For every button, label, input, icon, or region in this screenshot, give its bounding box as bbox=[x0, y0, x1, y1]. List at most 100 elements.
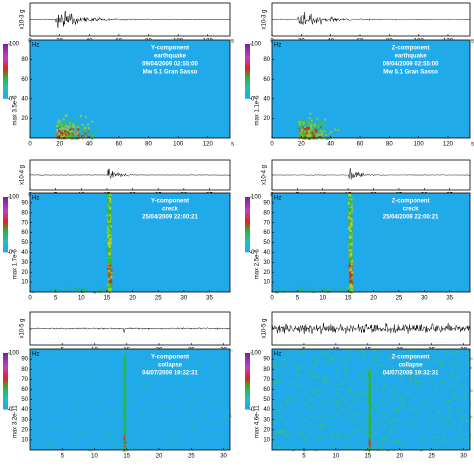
energy-cell bbox=[92, 364, 96, 367]
energy-cell bbox=[348, 276, 351, 279]
y-tick-label: 80 bbox=[263, 367, 270, 373]
energy-cell bbox=[350, 276, 353, 279]
energy-cell bbox=[458, 435, 462, 438]
energy-cell bbox=[213, 361, 217, 364]
energy-cell bbox=[368, 379, 371, 382]
energy-cell bbox=[408, 374, 412, 377]
energy-cell bbox=[124, 397, 126, 400]
energy-cell bbox=[109, 262, 112, 265]
energy-cell bbox=[77, 126, 80, 129]
waveform bbox=[30, 168, 231, 180]
energy-cell bbox=[368, 397, 370, 400]
energy-cell bbox=[109, 238, 112, 241]
energy-cell bbox=[337, 377, 341, 380]
y-tick-label: 70 bbox=[21, 220, 28, 226]
energy-cell bbox=[388, 421, 392, 424]
energy-cell bbox=[108, 222, 111, 225]
y-tick-label: 40 bbox=[21, 250, 28, 256]
energy-cell bbox=[373, 432, 377, 435]
energy-cell bbox=[62, 118, 65, 121]
y-unit: Hz bbox=[274, 352, 281, 358]
energy-cell bbox=[215, 433, 219, 436]
colorbar-tick-label: 100 bbox=[9, 195, 20, 201]
energy-cell bbox=[162, 420, 166, 423]
energy-cell bbox=[330, 130, 333, 133]
energy-cell bbox=[284, 363, 288, 366]
energy-cell bbox=[199, 365, 203, 368]
energy-cell bbox=[345, 447, 349, 450]
energy-cell bbox=[458, 423, 462, 426]
energy-cell bbox=[99, 378, 103, 381]
energy-cell bbox=[319, 121, 322, 124]
energy-cell bbox=[309, 124, 312, 127]
energy-cell bbox=[216, 399, 220, 402]
energy-cell bbox=[97, 402, 101, 405]
x-tick-label: 0 bbox=[28, 142, 32, 148]
energy-cell bbox=[307, 133, 310, 136]
max-label: max 1.7e-6 bbox=[13, 249, 19, 280]
energy-cell bbox=[351, 281, 354, 284]
energy-cell bbox=[123, 396, 125, 399]
energy-cell bbox=[329, 399, 333, 402]
energy-cell bbox=[41, 355, 45, 358]
energy-cell bbox=[81, 431, 85, 434]
energy-cell bbox=[170, 387, 174, 390]
energy-cell bbox=[325, 133, 328, 136]
energy-cell bbox=[123, 417, 126, 420]
energy-cell bbox=[73, 288, 77, 290]
energy-cell bbox=[350, 206, 353, 209]
energy-cell bbox=[46, 441, 50, 444]
energy-cell bbox=[107, 289, 110, 292]
energy-cell bbox=[459, 417, 463, 420]
energy-cell bbox=[427, 420, 431, 423]
energy-cell bbox=[109, 210, 112, 213]
energy-cell bbox=[310, 375, 314, 378]
energy-cell bbox=[305, 288, 309, 291]
x-tick-label: 5 bbox=[54, 296, 58, 302]
energy-cell bbox=[349, 203, 352, 206]
energy-cell bbox=[378, 398, 382, 401]
energy-cell bbox=[166, 417, 170, 420]
energy-cell bbox=[142, 389, 146, 392]
energy-cell bbox=[124, 390, 127, 393]
energy-cell bbox=[175, 364, 179, 367]
energy-cell bbox=[311, 388, 315, 391]
energy-cell bbox=[377, 416, 381, 419]
energy-cell bbox=[318, 121, 321, 124]
energy-cell bbox=[80, 135, 83, 138]
energy-cell bbox=[274, 431, 278, 434]
energy-cell bbox=[110, 290, 113, 293]
energy-cell bbox=[369, 405, 371, 408]
waveform bbox=[29, 10, 231, 28]
energy-cell bbox=[368, 394, 371, 397]
energy-cell bbox=[348, 196, 351, 199]
energy-cell bbox=[318, 436, 322, 439]
energy-cell bbox=[92, 135, 95, 138]
energy-cell bbox=[279, 429, 283, 432]
wave-label: x10-5 g bbox=[262, 318, 268, 338]
energy-cell bbox=[30, 436, 34, 439]
energy-cell bbox=[108, 233, 111, 236]
energy-cell bbox=[59, 132, 62, 135]
energy-cell bbox=[289, 443, 293, 446]
energy-cell bbox=[326, 133, 329, 136]
energy-cell bbox=[108, 269, 111, 272]
spectrogram-bg bbox=[30, 40, 230, 138]
energy-cell bbox=[123, 409, 126, 412]
energy-cell bbox=[299, 132, 302, 135]
energy-cell bbox=[306, 130, 309, 133]
x-tick-label: 10 bbox=[333, 454, 340, 460]
energy-cell bbox=[124, 428, 126, 431]
energy-cell bbox=[123, 370, 126, 373]
energy-cell bbox=[350, 287, 353, 290]
energy-cell bbox=[368, 398, 370, 401]
y-tick-label: 20 bbox=[21, 427, 28, 433]
energy-cell bbox=[346, 349, 350, 352]
energy-cell bbox=[349, 231, 352, 234]
energy-cell bbox=[388, 357, 392, 360]
energy-cell bbox=[229, 415, 233, 418]
energy-cell bbox=[328, 360, 332, 363]
energy-cell bbox=[278, 447, 282, 450]
energy-cell bbox=[324, 124, 327, 127]
energy-cell bbox=[109, 233, 112, 236]
